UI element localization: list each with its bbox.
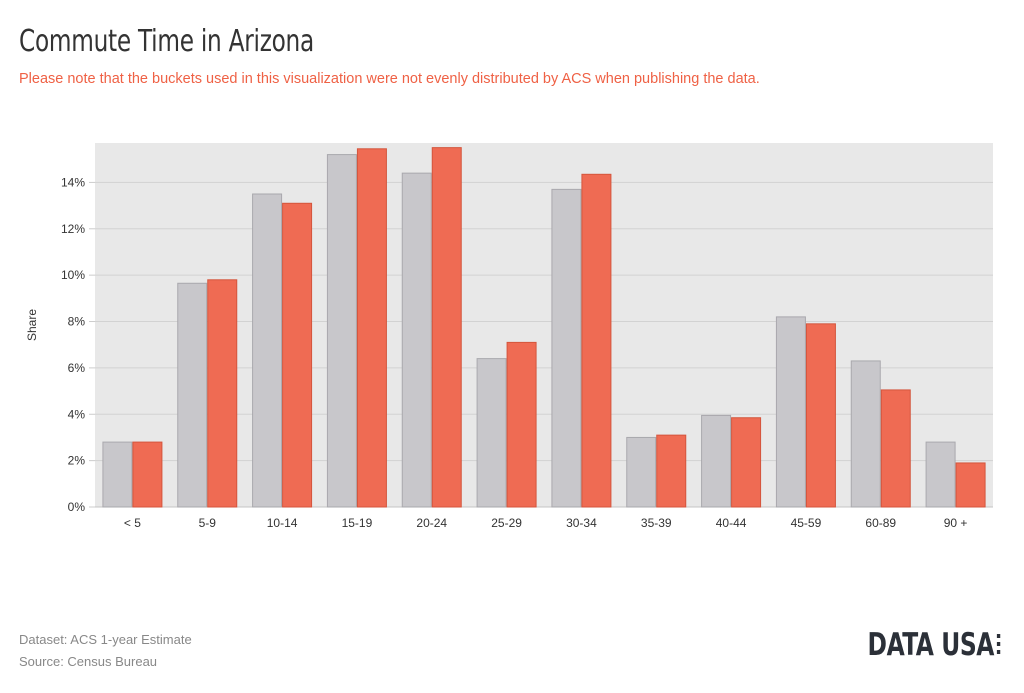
bar-gray[interactable] [701, 414, 732, 508]
bar-gray[interactable] [551, 188, 582, 508]
bar-gray[interactable] [326, 154, 357, 508]
bar-orange[interactable] [731, 417, 762, 508]
source-note: Source: Census Bureau [19, 654, 158, 669]
bar-orange[interactable] [805, 323, 836, 508]
bar-gray[interactable] [850, 360, 881, 508]
y-tick-label: 6% [68, 361, 86, 375]
x-axis-ticks: < 5 5-9 10-14 15-19 20-24 25-29 30-34 35-39 40-4… [124, 516, 968, 530]
x-tick-label: 60-89 [865, 516, 896, 530]
plot-background [95, 143, 993, 507]
y-tick-label: 0% [68, 500, 86, 514]
y-tick-label: 2% [68, 454, 86, 468]
y-tick-label: 8% [68, 315, 86, 329]
bar-gray[interactable] [925, 441, 956, 508]
y-axis-label: Share [25, 309, 39, 341]
bars [102, 147, 986, 508]
bar-orange[interactable] [955, 462, 986, 508]
bar-gray[interactable] [775, 316, 806, 508]
bar-orange[interactable] [207, 279, 238, 508]
bar-gray[interactable] [252, 193, 283, 508]
x-tick-label: 90 + [944, 516, 968, 530]
logo-dots-icon [996, 634, 1002, 658]
x-tick-label: 15-19 [342, 516, 373, 530]
x-tick-label: 35-39 [641, 516, 672, 530]
bar-orange[interactable] [880, 389, 911, 508]
chart-title: Commute Time in Arizona [19, 24, 314, 59]
bar-gray[interactable] [476, 358, 507, 508]
x-tick-label: < 5 [124, 516, 141, 530]
y-tick-label: 12% [61, 222, 85, 236]
logo-text: DATA USA [867, 627, 995, 663]
bar-orange[interactable] [506, 341, 537, 508]
x-tick-label: 5-9 [199, 516, 217, 530]
bar-orange[interactable] [282, 202, 313, 508]
bar-gray[interactable] [626, 436, 657, 508]
chart-subtitle-note: Please note that the buckets used in thi… [19, 71, 760, 87]
gridlines [95, 181, 993, 508]
dataset-note: Dataset: ACS 1-year Estimate [19, 632, 192, 647]
bar-gray[interactable] [401, 172, 432, 508]
bar-orange[interactable] [431, 147, 462, 508]
x-tick-label: 20-24 [416, 516, 447, 530]
bar-orange[interactable] [356, 148, 387, 508]
x-tick-label: 40-44 [716, 516, 747, 530]
bar-orange[interactable] [581, 173, 612, 508]
x-tick-label: 30-34 [566, 516, 597, 530]
bar-orange[interactable] [132, 441, 163, 508]
y-tick-label: 14% [61, 175, 85, 189]
x-tick-label: 10-14 [267, 516, 298, 530]
y-tick-label: 4% [68, 407, 86, 421]
y-tick-label: 10% [61, 268, 85, 282]
bar-gray[interactable] [102, 441, 133, 508]
data-usa-logo[interactable]: DATA USA [868, 627, 1002, 663]
y-axis-ticks: 0% 2% 4% 6% 8% 10% 12% 14% [61, 175, 95, 514]
bar-gray[interactable] [177, 282, 208, 508]
x-tick-label: 45-59 [791, 516, 822, 530]
bar-orange[interactable] [656, 434, 687, 508]
x-tick-label: 25-29 [491, 516, 522, 530]
